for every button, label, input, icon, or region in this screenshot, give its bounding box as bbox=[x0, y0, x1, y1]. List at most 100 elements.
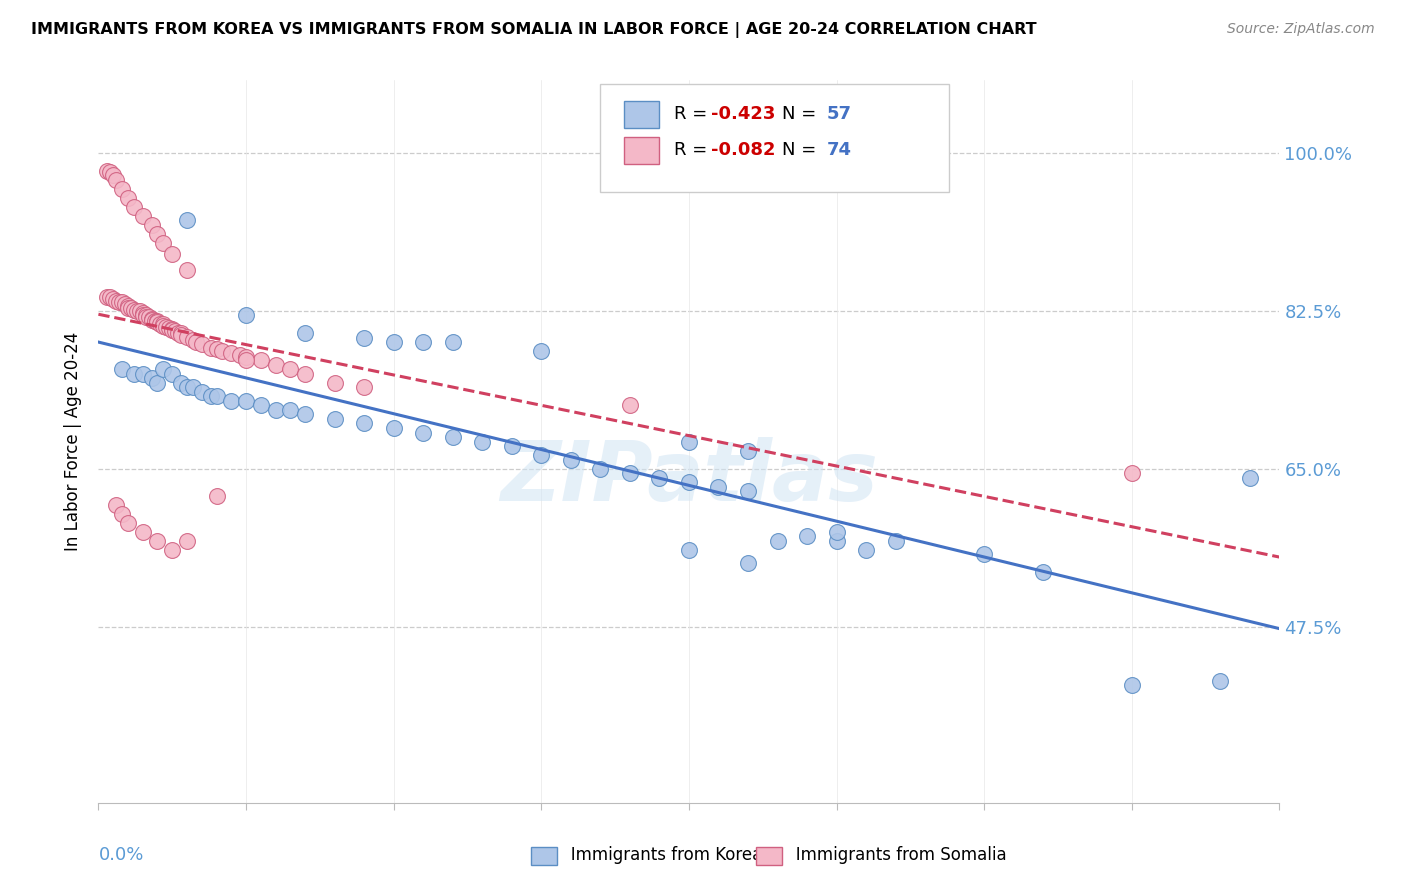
Point bbox=[382, 335, 405, 350]
Point bbox=[264, 403, 287, 417]
Point bbox=[132, 367, 155, 381]
Point bbox=[176, 263, 198, 277]
Text: Immigrants from Somalia: Immigrants from Somalia bbox=[759, 846, 1007, 863]
Point bbox=[221, 346, 243, 360]
Point bbox=[149, 317, 172, 331]
Point bbox=[138, 310, 160, 324]
Point bbox=[146, 315, 169, 329]
Point bbox=[132, 209, 155, 223]
Text: Source: ZipAtlas.com: Source: ZipAtlas.com bbox=[1227, 22, 1375, 37]
Point bbox=[170, 328, 193, 343]
Point bbox=[103, 168, 125, 182]
Point bbox=[200, 341, 222, 355]
Point bbox=[1032, 566, 1054, 580]
Point bbox=[105, 172, 128, 186]
Point bbox=[1239, 471, 1261, 485]
Point bbox=[280, 403, 302, 417]
Point bbox=[176, 213, 198, 227]
Point bbox=[382, 421, 405, 435]
Point bbox=[412, 335, 434, 350]
Point bbox=[441, 430, 464, 444]
Point bbox=[108, 294, 131, 309]
Point bbox=[170, 326, 193, 341]
Point bbox=[235, 350, 257, 364]
Point bbox=[132, 524, 155, 539]
Point bbox=[103, 292, 125, 306]
Point bbox=[221, 393, 243, 408]
Point bbox=[170, 376, 193, 390]
Point bbox=[191, 337, 214, 351]
Point bbox=[122, 367, 145, 381]
Point bbox=[294, 408, 316, 422]
Point bbox=[191, 384, 214, 399]
Point bbox=[98, 165, 121, 179]
Point bbox=[200, 389, 222, 403]
Point bbox=[825, 533, 848, 548]
Point bbox=[530, 344, 553, 359]
Point bbox=[135, 308, 157, 322]
Point bbox=[117, 299, 139, 313]
Point bbox=[105, 498, 128, 512]
Point bbox=[146, 314, 169, 328]
Point bbox=[323, 376, 346, 390]
Point bbox=[141, 371, 163, 385]
Text: 0.0%: 0.0% bbox=[98, 847, 143, 864]
Point bbox=[707, 480, 730, 494]
Point bbox=[619, 466, 641, 480]
Point bbox=[678, 475, 700, 490]
Point bbox=[229, 348, 252, 362]
Point bbox=[353, 380, 375, 394]
Point bbox=[181, 334, 204, 348]
Point bbox=[648, 471, 671, 485]
Point bbox=[737, 484, 759, 499]
Point bbox=[141, 218, 163, 232]
Point bbox=[132, 306, 155, 320]
Point bbox=[855, 542, 877, 557]
Point bbox=[235, 393, 257, 408]
Text: N =: N = bbox=[782, 105, 823, 123]
Point bbox=[143, 313, 166, 327]
Point bbox=[162, 246, 183, 260]
Text: -0.423: -0.423 bbox=[711, 105, 776, 123]
Text: N =: N = bbox=[782, 141, 823, 160]
Point bbox=[125, 303, 148, 318]
Point bbox=[176, 533, 198, 548]
Point bbox=[560, 452, 582, 467]
Point bbox=[825, 524, 848, 539]
Point bbox=[471, 434, 494, 449]
Text: R =: R = bbox=[673, 105, 713, 123]
Point bbox=[111, 362, 134, 376]
Y-axis label: In Labor Force | Age 20-24: In Labor Force | Age 20-24 bbox=[63, 332, 82, 551]
Point bbox=[412, 425, 434, 440]
Point bbox=[205, 389, 228, 403]
Point bbox=[205, 343, 228, 357]
Point bbox=[250, 398, 273, 412]
Point bbox=[111, 182, 134, 196]
Text: 74: 74 bbox=[827, 141, 852, 160]
Point bbox=[98, 290, 121, 304]
Point bbox=[155, 319, 177, 334]
Point bbox=[117, 191, 139, 205]
Point bbox=[122, 200, 145, 214]
Text: ZIPatlas: ZIPatlas bbox=[501, 437, 877, 518]
Point bbox=[105, 293, 128, 308]
Point bbox=[501, 439, 523, 453]
Point bbox=[737, 443, 759, 458]
Point bbox=[141, 312, 163, 326]
Point bbox=[162, 367, 183, 381]
Point bbox=[122, 302, 145, 317]
Point bbox=[165, 324, 187, 338]
Point bbox=[146, 227, 169, 241]
Point bbox=[162, 542, 183, 557]
Point bbox=[141, 311, 163, 326]
Point bbox=[176, 380, 198, 394]
Point bbox=[1121, 466, 1143, 480]
Point bbox=[353, 331, 375, 345]
Point bbox=[737, 557, 759, 571]
Point bbox=[132, 308, 155, 322]
Point bbox=[184, 335, 207, 350]
Point bbox=[250, 353, 273, 368]
Point bbox=[117, 516, 139, 530]
Point bbox=[766, 533, 789, 548]
Point bbox=[884, 533, 907, 548]
